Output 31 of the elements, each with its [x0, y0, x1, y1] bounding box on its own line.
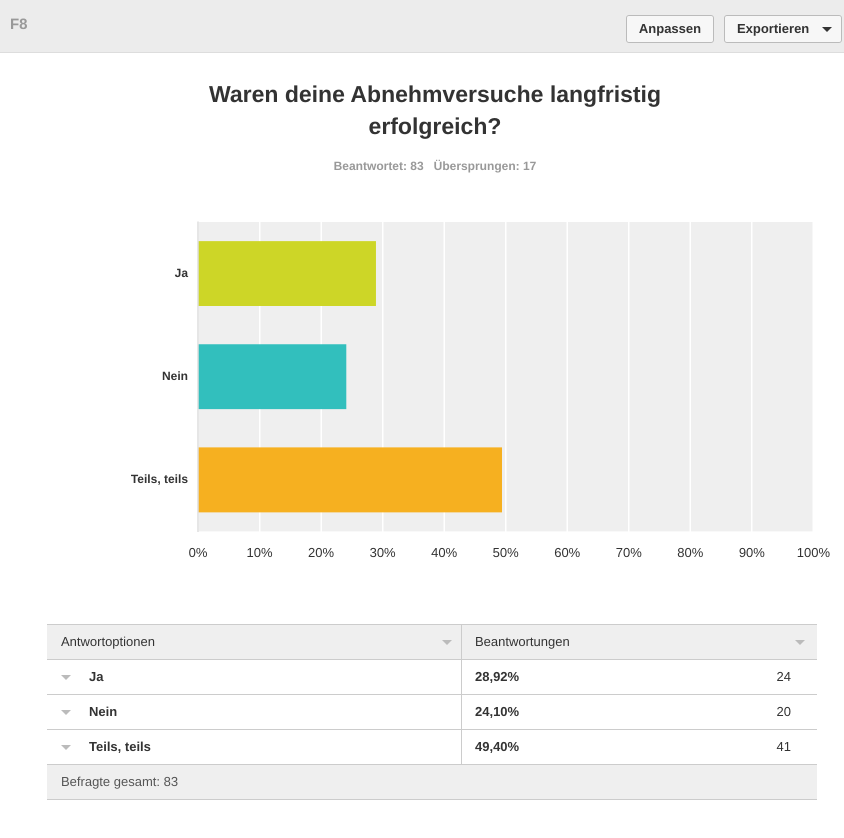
- y-tick-label: Ja: [174, 266, 188, 280]
- x-tick-label: 30%: [370, 544, 396, 560]
- text: Befragte gesamt: 83: [61, 774, 178, 789]
- text: 28,92%: [475, 669, 520, 684]
- x-tick-label: 0%: [188, 544, 208, 560]
- y-tick-label: Nein: [162, 369, 188, 384]
- text: 24,10%: [475, 704, 520, 719]
- text: 24: [776, 669, 791, 684]
- x-tick-label: 90%: [738, 544, 766, 560]
- x-tick-label: 50%: [492, 544, 520, 560]
- text: 20: [776, 704, 791, 719]
- x-tick-label: 60%: [554, 544, 581, 560]
- text: Antwortoptionen: [61, 634, 155, 649]
- text: Beantwortungen: [475, 634, 570, 649]
- x-tick-label: 80%: [677, 544, 704, 560]
- text: F8: [10, 16, 28, 33]
- x-tick-label: 10%: [246, 544, 273, 560]
- x-tick-label: 40%: [431, 544, 458, 560]
- chart-title: Waren deine Abnehmversuche langfristig erfolgreich?: [208, 80, 662, 141]
- text: Anpassen: [626, 15, 714, 43]
- x-tick-label: 100%: [796, 544, 830, 560]
- text: 41: [776, 739, 791, 754]
- x-tick-label: 70%: [616, 544, 642, 560]
- category-label: Nein: [89, 704, 118, 719]
- chart-subtitle: Beantwortet: 83 Übersprungen: 17: [332, 159, 538, 173]
- text: Exportieren: [724, 15, 842, 43]
- x-tick-label: 20%: [308, 544, 335, 560]
- y-tick-label: Teils, teils: [130, 472, 188, 486]
- category-label: Ja: [89, 669, 104, 684]
- category-label: Teils, teils: [89, 739, 151, 754]
- text: 49,40%: [475, 739, 520, 754]
